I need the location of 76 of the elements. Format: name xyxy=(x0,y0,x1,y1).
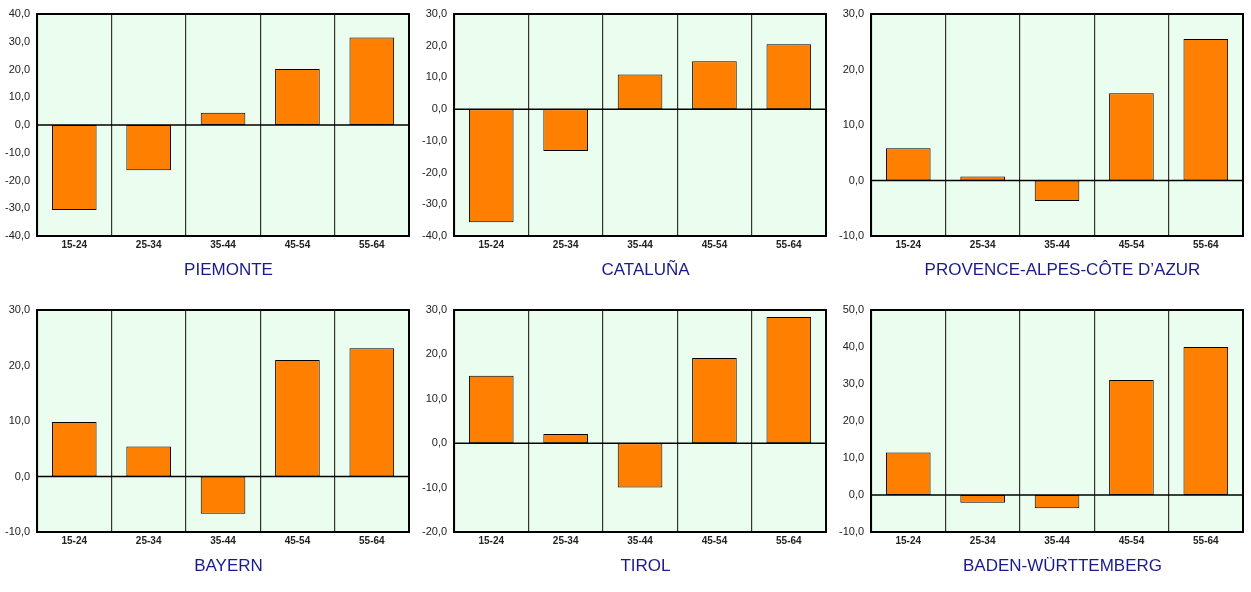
x-tick-label: 45-54 xyxy=(284,534,311,546)
y-tick-label: -10,0 xyxy=(421,480,448,493)
x-tick-label: 15-24 xyxy=(895,238,922,250)
y-tick-label: 10,0 xyxy=(842,118,865,131)
x-tick-label: 45-54 xyxy=(701,534,728,546)
y-tick-label: -10,0 xyxy=(838,525,865,538)
x-tick-label: 55-64 xyxy=(1193,238,1220,250)
x-tick-label: 55-64 xyxy=(359,534,386,546)
y-tick-label: 30,0 xyxy=(842,377,865,390)
y-tick-label: 0,0 xyxy=(431,102,448,115)
y-tick-label: -10,0 xyxy=(838,229,865,242)
y-tick-label: 10,0 xyxy=(425,391,448,404)
y-tick-label: 20,0 xyxy=(425,38,448,51)
text: BAYERN xyxy=(193,556,264,576)
x-tick-label: 45-54 xyxy=(1118,534,1145,546)
x-tick-label: 35-44 xyxy=(1044,534,1071,546)
y-tick-label: 20,0 xyxy=(8,358,31,371)
y-tick-label: 30,0 xyxy=(8,34,31,47)
y-tick-label: 30,0 xyxy=(8,303,31,316)
y-tick-label: -20,0 xyxy=(421,525,448,538)
x-tick-label: 35-44 xyxy=(1044,238,1071,250)
y-tick-label: 50,0 xyxy=(842,303,865,316)
text: CATALUÑA xyxy=(600,260,691,280)
x-tick-label: 55-64 xyxy=(359,238,386,250)
x-tick-label: 15-24 xyxy=(478,238,505,250)
y-tick-label: 20,0 xyxy=(842,62,865,75)
y-tick-label: -10,0 xyxy=(4,145,31,158)
x-tick-label: 15-24 xyxy=(61,534,88,546)
x-tick-label: 15-24 xyxy=(895,534,922,546)
y-tick-label: 10,0 xyxy=(842,451,865,464)
text: PROVENCE-ALPES-CÔTE D’AZUR xyxy=(923,260,1202,280)
y-tick-label: 40,0 xyxy=(8,7,31,20)
y-tick-label: 30,0 xyxy=(425,7,448,20)
x-tick-label: 25-34 xyxy=(552,534,579,546)
y-tick-label: 0,0 xyxy=(14,118,31,131)
y-tick-label: 20,0 xyxy=(425,347,448,360)
x-tick-label: 25-34 xyxy=(969,238,996,250)
y-tick-label: -40,0 xyxy=(421,229,448,242)
x-tick-label: 55-64 xyxy=(776,238,803,250)
y-tick-label: 10,0 xyxy=(425,70,448,83)
x-tick-label: 35-44 xyxy=(627,534,654,546)
y-tick-label: -30,0 xyxy=(4,201,31,214)
y-tick-label: -30,0 xyxy=(421,197,448,210)
y-tick-label: 20,0 xyxy=(8,62,31,75)
x-tick-label: 45-54 xyxy=(1118,238,1145,250)
y-tick-label: 0,0 xyxy=(431,436,448,449)
x-tick-label: 35-44 xyxy=(210,238,237,250)
text: PIEMONTE xyxy=(183,260,274,280)
y-tick-label: 30,0 xyxy=(842,7,865,20)
x-tick-label: 15-24 xyxy=(478,534,505,546)
x-tick-label: 55-64 xyxy=(1193,534,1220,546)
x-tick-label: 25-34 xyxy=(552,238,579,250)
y-tick-label: 0,0 xyxy=(848,488,865,501)
y-tick-label: 0,0 xyxy=(848,173,865,186)
x-tick-label: 35-44 xyxy=(210,534,237,546)
y-tick-label: 40,0 xyxy=(842,340,865,353)
x-tick-label: 55-64 xyxy=(776,534,803,546)
x-tick-label: 25-34 xyxy=(969,534,996,546)
y-tick-label: -40,0 xyxy=(4,229,31,242)
y-tick-label: 20,0 xyxy=(842,414,865,427)
x-tick-label: 15-24 xyxy=(61,238,88,250)
text: BADEN-WÜRTTEMBERG xyxy=(962,556,1163,576)
x-tick-label: 45-54 xyxy=(284,238,311,250)
y-tick-label: -10,0 xyxy=(4,525,31,538)
x-tick-label: 25-34 xyxy=(135,534,162,546)
text: TIROL xyxy=(619,556,672,576)
y-tick-label: 30,0 xyxy=(425,303,448,316)
y-tick-label: 10,0 xyxy=(8,414,31,427)
y-tick-label: -20,0 xyxy=(4,173,31,186)
x-tick-label: 45-54 xyxy=(701,238,728,250)
y-tick-label: -20,0 xyxy=(421,165,448,178)
y-tick-label: 0,0 xyxy=(14,469,31,482)
y-tick-label: -10,0 xyxy=(421,133,448,146)
x-tick-label: 25-34 xyxy=(135,238,162,250)
y-tick-label: 10,0 xyxy=(8,90,31,103)
x-tick-label: 35-44 xyxy=(627,238,654,250)
